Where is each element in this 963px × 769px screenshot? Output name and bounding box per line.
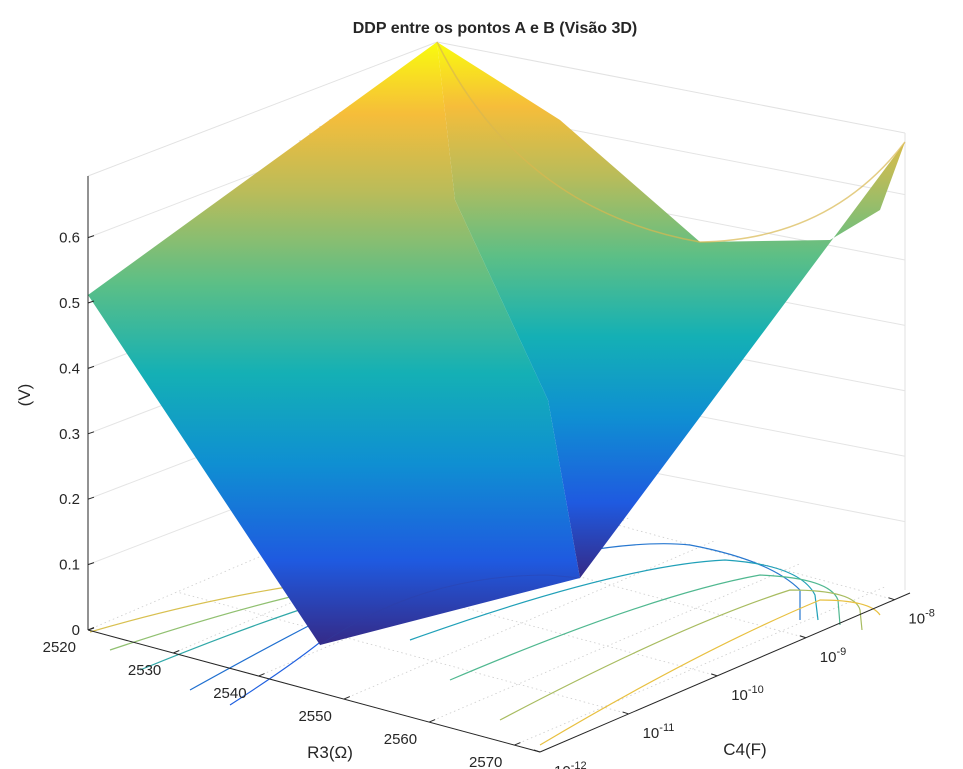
contour-line — [89, 584, 301, 633]
contour-line — [499, 589, 863, 721]
y-tick-mark — [533, 749, 541, 753]
contour-line — [109, 589, 321, 651]
surface — [88, 41, 906, 646]
floor-gridline — [514, 586, 885, 746]
floor-gridline — [265, 553, 718, 677]
x-tick-mark — [514, 742, 521, 746]
x-tick-label: 2520 — [43, 639, 76, 656]
z-tick-label: 0.6 — [59, 230, 80, 247]
z-tick-label: 0 — [72, 622, 80, 639]
x-tick-mark — [173, 650, 180, 654]
surface-left-face — [88, 42, 580, 645]
z-tick-label: 0.2 — [59, 491, 80, 508]
surface-ridge — [436, 41, 906, 243]
y-tick-mark — [622, 711, 629, 715]
x-ticks: 2520 2530 2540 2550 2560 2570 — [43, 627, 521, 769]
y-tick-mark — [799, 635, 806, 639]
z-tick-mark — [87, 300, 95, 304]
surface-right-face — [437, 42, 905, 578]
z-tick-mark — [87, 562, 95, 566]
y-ticks: 10-12 10-11 10-10 10-9 10-8 — [533, 597, 935, 769]
surface-valley — [319, 574, 581, 646]
z-tick-label: 0.1 — [59, 557, 80, 574]
z-ticks: 0 0.1 0.2 0.3 0.4 0.5 0.6 — [59, 230, 95, 639]
x-tick-mark — [258, 673, 265, 677]
floor-gridline — [176, 591, 629, 715]
y-tick-label: 10-9 — [820, 646, 846, 666]
contour-line — [449, 574, 841, 681]
x-tick-label: 2570 — [469, 754, 502, 769]
chart-title: DDP entre os pontos A e B (Visão 3D) — [353, 20, 638, 37]
x-tick-label: 2530 — [128, 662, 161, 679]
z-tick-mark — [87, 496, 95, 500]
z-tick-label: 0.5 — [59, 295, 80, 312]
y-axis-label: C4(F) — [723, 740, 766, 759]
y-tick-mark — [711, 673, 718, 677]
y-tick-label: 10-11 — [643, 722, 675, 742]
z-axis-label: (V) — [15, 384, 34, 407]
contour-line — [539, 599, 881, 746]
z-tick-label: 0.3 — [59, 426, 80, 443]
y-tick-mark — [888, 597, 895, 601]
z-tick-mark — [87, 235, 95, 239]
y-tick-label: 10-10 — [731, 684, 764, 704]
x-tick-label: 2550 — [298, 708, 331, 725]
y-tick-label: 10-8 — [908, 608, 934, 628]
x-tick-mark — [343, 696, 351, 700]
floor-gridline — [442, 477, 895, 601]
x-tick-label: 2540 — [213, 685, 246, 702]
z-tick-mark — [87, 365, 95, 369]
y-tick-label: 10-12 — [554, 760, 587, 769]
z-tick-label: 0.4 — [59, 360, 80, 377]
axes-lines — [87, 176, 911, 753]
x-tick-label: 2560 — [384, 731, 417, 748]
x-tick-mark — [87, 627, 95, 631]
x-tick-mark — [428, 719, 436, 723]
x-axis-label: R3(Ω) — [307, 743, 353, 762]
contour-line — [409, 559, 819, 641]
z-tick-mark — [87, 431, 95, 435]
